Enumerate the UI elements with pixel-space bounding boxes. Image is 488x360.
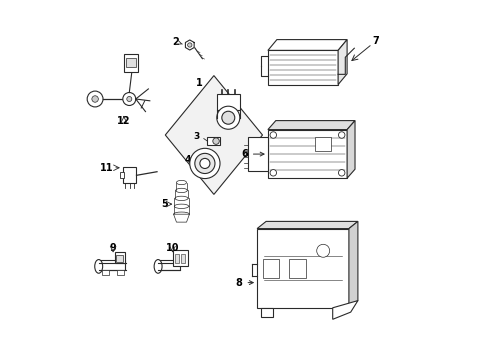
Bar bbox=[181, 254, 185, 263]
Ellipse shape bbox=[176, 180, 186, 185]
Circle shape bbox=[87, 91, 103, 107]
Polygon shape bbox=[257, 229, 348, 308]
Circle shape bbox=[126, 96, 132, 102]
Bar bbox=[102, 270, 109, 275]
Circle shape bbox=[338, 132, 344, 138]
Circle shape bbox=[338, 170, 344, 176]
Ellipse shape bbox=[174, 204, 188, 208]
Circle shape bbox=[212, 138, 219, 144]
Circle shape bbox=[189, 148, 220, 179]
Polygon shape bbox=[348, 221, 357, 308]
Circle shape bbox=[194, 153, 215, 174]
Bar bbox=[125, 58, 136, 67]
Bar bbox=[120, 172, 123, 178]
Circle shape bbox=[216, 106, 239, 129]
Bar bbox=[122, 167, 136, 183]
Polygon shape bbox=[267, 40, 346, 50]
Polygon shape bbox=[332, 301, 357, 319]
Bar bbox=[288, 259, 305, 278]
Ellipse shape bbox=[175, 188, 187, 193]
Bar bbox=[315, 137, 330, 152]
Bar bbox=[159, 260, 179, 270]
Circle shape bbox=[222, 111, 234, 124]
Ellipse shape bbox=[95, 260, 102, 273]
Bar bbox=[117, 270, 123, 275]
Polygon shape bbox=[346, 121, 354, 178]
Bar bbox=[123, 54, 138, 72]
Text: 6: 6 bbox=[241, 149, 264, 159]
Polygon shape bbox=[257, 221, 357, 229]
Polygon shape bbox=[267, 50, 337, 85]
Text: 1: 1 bbox=[196, 78, 203, 88]
Bar bbox=[99, 260, 125, 270]
Text: 2: 2 bbox=[172, 37, 179, 47]
Bar bbox=[207, 137, 220, 145]
Polygon shape bbox=[173, 214, 189, 222]
Text: 5: 5 bbox=[161, 199, 167, 209]
Bar bbox=[262, 259, 279, 278]
Text: 7: 7 bbox=[372, 36, 379, 46]
Bar bbox=[174, 254, 179, 263]
Text: 10: 10 bbox=[165, 243, 179, 253]
Ellipse shape bbox=[173, 212, 189, 216]
Text: 4: 4 bbox=[184, 154, 190, 163]
Text: 11: 11 bbox=[100, 163, 114, 173]
Text: 12: 12 bbox=[117, 116, 130, 126]
Circle shape bbox=[269, 132, 276, 138]
Polygon shape bbox=[185, 40, 194, 50]
Polygon shape bbox=[337, 40, 346, 85]
Text: 3: 3 bbox=[193, 132, 200, 140]
Circle shape bbox=[187, 43, 192, 47]
Polygon shape bbox=[267, 130, 346, 178]
Polygon shape bbox=[260, 308, 273, 317]
Polygon shape bbox=[267, 121, 354, 130]
Bar bbox=[116, 255, 122, 262]
Text: 9: 9 bbox=[109, 243, 116, 253]
Bar bbox=[216, 94, 239, 110]
Bar bbox=[247, 137, 267, 171]
Circle shape bbox=[316, 244, 329, 257]
Circle shape bbox=[269, 170, 276, 176]
Polygon shape bbox=[165, 76, 262, 194]
Ellipse shape bbox=[175, 196, 187, 201]
Circle shape bbox=[200, 158, 209, 168]
Circle shape bbox=[92, 96, 98, 102]
Bar bbox=[173, 250, 187, 266]
Bar bbox=[115, 252, 125, 263]
Text: 8: 8 bbox=[235, 278, 253, 288]
Circle shape bbox=[122, 93, 136, 105]
Ellipse shape bbox=[154, 260, 162, 273]
